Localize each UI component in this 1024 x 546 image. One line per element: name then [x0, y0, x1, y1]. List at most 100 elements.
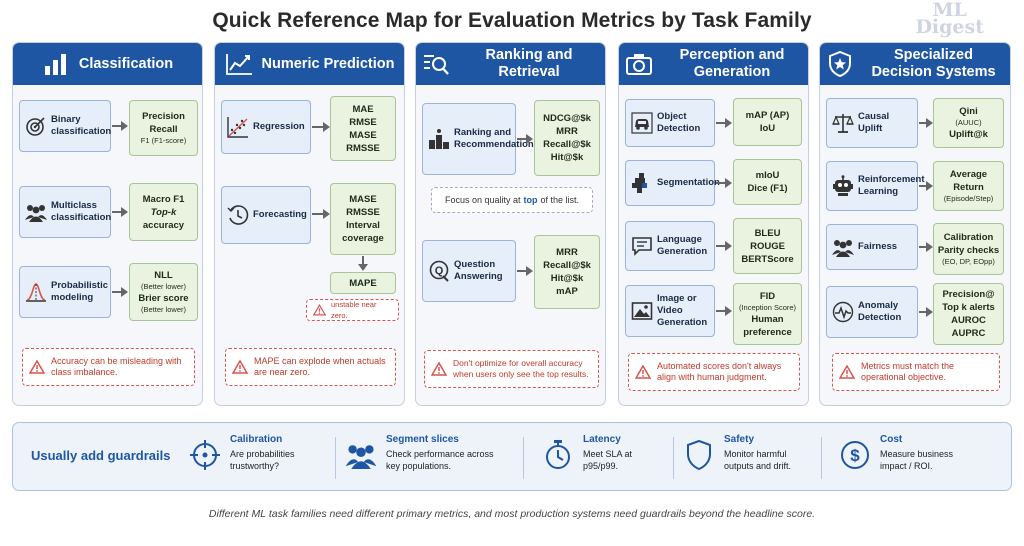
pixel-shape-icon	[631, 172, 653, 194]
guardrail-latency: Latency Meet SLA at p95/p99.	[542, 433, 632, 483]
stopwatch-icon	[542, 439, 574, 471]
flow-arrow	[919, 242, 933, 252]
flow-arrow	[919, 118, 933, 128]
warning-triangle-icon	[29, 360, 45, 374]
metric-box: BLEU ROUGE BERTScore	[733, 218, 802, 274]
column-title: Specialized Decision Systems	[871, 47, 996, 80]
task-box-language-generation: Language Generation	[625, 221, 715, 271]
column-perception-generation: Perception and Generation Object Detecti…	[618, 42, 809, 406]
metric-box: Qini (AUUC) Uplift@k	[933, 98, 1004, 148]
column-header: Numeric Prediction	[215, 43, 404, 85]
warning-box-small: unstable near zero.	[306, 299, 399, 321]
question-icon: Q	[428, 260, 450, 282]
column-header: Specialized Decision Systems	[820, 43, 1010, 85]
separator	[821, 437, 822, 479]
task-box-regression: Regression	[221, 100, 311, 154]
guardrails-title: Usually add guardrails	[31, 448, 171, 463]
warning-box: Accuracy can be misleading with class im…	[22, 348, 195, 386]
metric-box: MAE RMSE MASE RMSSE	[330, 96, 396, 161]
task-box-segmentation: Segmentation	[625, 160, 720, 206]
column-header: Classification	[13, 43, 202, 85]
clock-icon	[227, 204, 249, 226]
metric-box: mAP (AP) IoU	[733, 98, 802, 146]
bell-curve-icon	[25, 281, 47, 303]
car-icon	[631, 112, 653, 134]
metric-box: NDCG@$k MRR Recall@$k Hit@$k	[534, 100, 600, 176]
shield-star-icon	[826, 50, 854, 78]
separator	[673, 437, 674, 479]
flow-arrow	[112, 207, 128, 217]
task-box-anomaly-detection: Anomaly Detection	[826, 286, 918, 338]
separator	[523, 437, 524, 479]
task-box-question-answering: Q Question Answering	[422, 240, 516, 302]
robot-icon	[832, 175, 854, 197]
pulse-icon	[832, 301, 854, 323]
shield-icon	[683, 439, 715, 471]
metric-box-mape: MAPE	[330, 272, 396, 294]
caption: Different ML task families need differen…	[208, 508, 816, 520]
metric-box: Calibration Parity checks (EO, DP, EOpp)	[933, 223, 1004, 275]
warning-triangle-icon	[635, 365, 651, 379]
metric-box: Macro F1 Top-k accuracy	[129, 183, 198, 241]
podium-icon	[428, 128, 450, 150]
page-title: Quick Reference Map for Evaluation Metri…	[212, 9, 812, 32]
camera-icon	[625, 50, 653, 78]
scatter-plot-icon	[227, 116, 249, 138]
column-title: Perception and Generation	[679, 47, 785, 80]
search-list-icon	[422, 50, 450, 78]
guardrail-calibration: Calibration Are probabilities trustworthy…	[189, 433, 295, 483]
people-group-icon	[832, 236, 854, 258]
metric-box: FID (Inception Score) Human preference	[733, 283, 802, 345]
people-group-icon	[25, 201, 47, 223]
flow-arrow	[716, 178, 732, 188]
flow-arrow	[112, 121, 128, 131]
column-header: Perception and Generation	[619, 43, 808, 85]
warning-box: Don't optimize for overall accuracy when…	[424, 350, 599, 388]
metric-box: MRR Recall@$k Hit@$k mAP	[534, 235, 600, 309]
watermark-logo: ML Digest	[915, 0, 984, 38]
metric-box: Precision Recall F1 (F1-score)	[129, 100, 198, 156]
metric-box: NLL (Better lower) Brier score (Better l…	[129, 263, 198, 321]
bar-chart-icon	[42, 50, 70, 78]
flow-arrow	[919, 307, 933, 317]
line-chart-icon	[225, 50, 253, 78]
flow-arrow	[517, 266, 533, 276]
crosshair-icon	[189, 439, 221, 471]
warning-triangle-icon	[431, 362, 447, 376]
svg-text:Q: Q	[435, 265, 444, 277]
chat-bubble-icon	[631, 235, 653, 257]
warning-box: Metrics must match the operational objec…	[832, 353, 1000, 391]
task-box-object-detection: Object Detection	[625, 99, 715, 147]
info-note: Focus on quality at top of the list.	[431, 187, 593, 213]
flow-arrow	[517, 134, 533, 144]
guardrail-cost: $ Cost Measure business impact / ROI.	[839, 433, 953, 483]
warning-triangle-icon	[311, 303, 327, 317]
warning-box: Automated scores don't always align with…	[628, 353, 800, 391]
metric-box: Average Return (Episode/Step)	[933, 161, 1004, 211]
task-box-reinforcement-learning: Reinforcement Learning	[826, 161, 925, 211]
task-box-fairness: Fairness	[826, 224, 918, 270]
metric-box: MASE RMSSE Interval coverage	[330, 183, 396, 255]
column-title: Classification	[78, 55, 174, 72]
column-classification: Classification Binary classification Pre…	[12, 42, 203, 406]
task-box-binary-classification: Binary classification	[19, 100, 111, 152]
image-icon	[631, 300, 653, 322]
column-ranking-retrieval: Ranking and Retrieval Ranking and Recomm…	[415, 42, 606, 406]
flow-arrow	[112, 287, 128, 297]
column-numeric-prediction: Numeric Prediction Regression MAE RMSE M…	[214, 42, 405, 406]
guardrails-panel: Usually add guardrails Calibration Are p…	[12, 422, 1012, 491]
task-box-forecasting: Forecasting	[221, 186, 311, 244]
flow-arrow	[716, 306, 732, 316]
warning-box: MAPE can explode when actuals are near z…	[225, 348, 396, 386]
flow-arrow	[716, 118, 732, 128]
flow-arrow	[919, 181, 933, 191]
target-icon	[25, 115, 47, 137]
metric-box: mIoU Dice (F1)	[733, 159, 802, 205]
separator	[335, 437, 336, 479]
guardrail-safety: Safety Monitor harmful outputs and drift.	[683, 433, 791, 483]
task-box-ranking-recommendation: Ranking and Recommendation	[422, 103, 534, 175]
svg-text:$: $	[850, 446, 860, 465]
people-group-icon	[345, 439, 377, 471]
task-box-multiclass-classification: Multiclass classification	[19, 186, 111, 238]
flow-arrow	[312, 122, 330, 132]
